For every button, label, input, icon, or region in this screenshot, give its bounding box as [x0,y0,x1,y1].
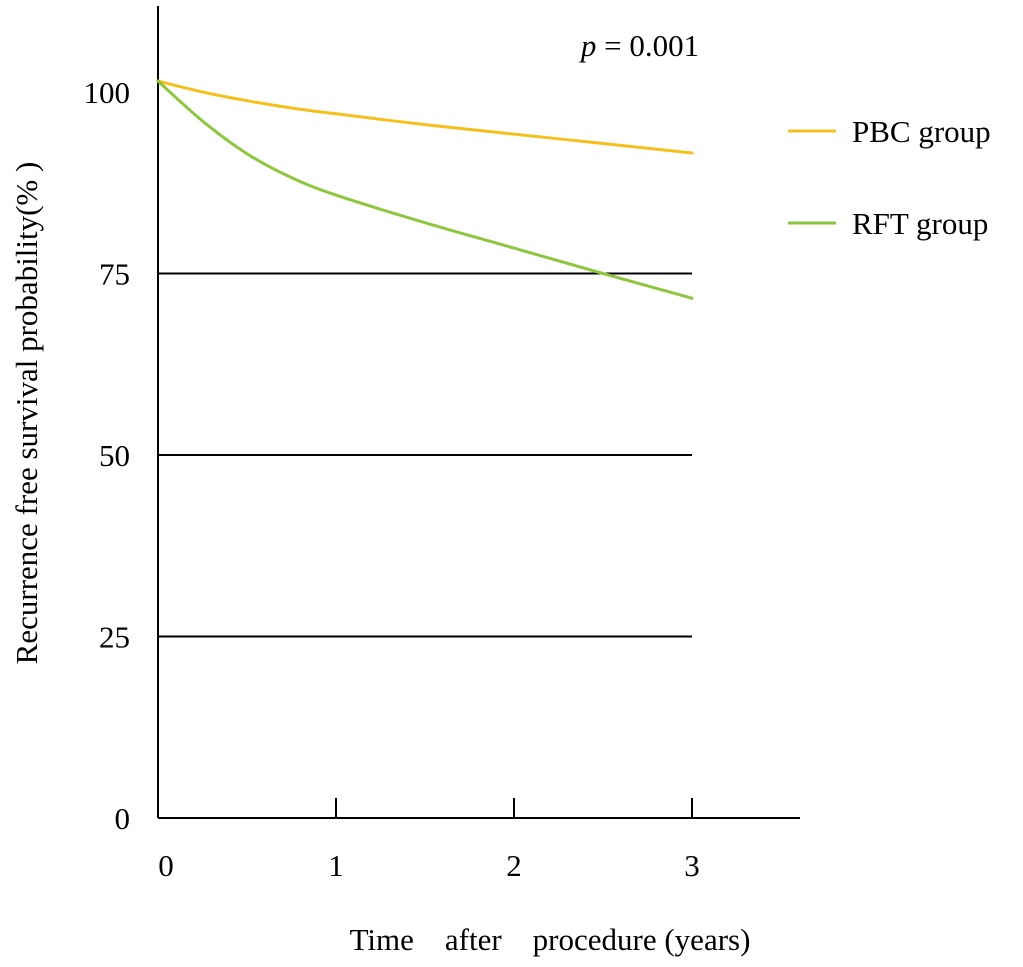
y-tick-label-75: 75 [99,257,130,292]
x-tick-label-3: 3 [684,848,700,883]
y-tick-label-0: 0 [115,801,131,836]
legend: PBC group RFT group [788,114,991,241]
tick-labels: 0 1 2 3 0 25 50 75 100 [84,75,700,883]
p-symbol: p [579,28,597,63]
series-line-rft-group [156,79,694,300]
legend-label-pbc-group: PBC group [852,114,991,149]
axes [157,6,800,819]
y-tick-label-25: 25 [99,620,130,655]
p-value-annotation: p = 0.001 [579,28,699,63]
y-tick-label-50: 50 [99,438,130,473]
series-lines [156,79,694,300]
p-value: = 0.001 [596,28,699,63]
tick-marks [335,798,693,818]
x-axis-title: Time after procedure (years) [350,922,751,957]
y-tick-label-100: 100 [84,75,131,110]
gridlines [158,272,692,638]
x-tick-label-1: 1 [328,848,344,883]
series-line-pbc-group [156,79,694,155]
legend-label-rft-group: RFT group [852,206,988,241]
x-tick-label-2: 2 [506,848,522,883]
y-axis-title: Recurrence free survival probability(% ) [9,162,44,665]
x-tick-label-0: 0 [158,848,174,883]
